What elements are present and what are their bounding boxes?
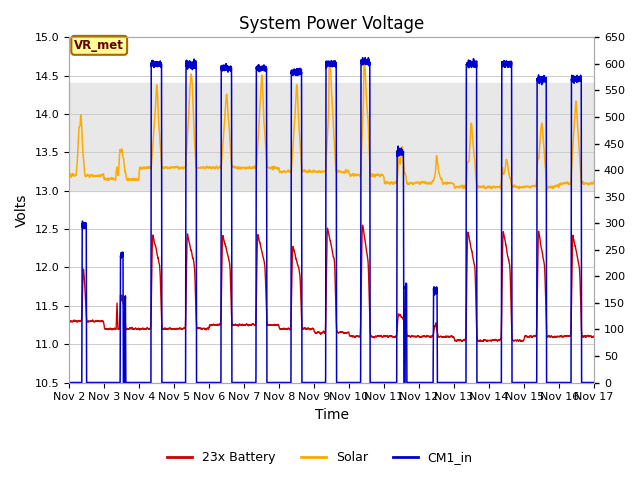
Legend: 23x Battery, Solar, CM1_in: 23x Battery, Solar, CM1_in [163,446,477,469]
X-axis label: Time: Time [315,408,349,422]
Bar [69,84,594,191]
Title: System Power Voltage: System Power Voltage [239,15,424,33]
Text: VR_met: VR_met [74,39,124,52]
Y-axis label: Volts: Volts [15,193,29,227]
